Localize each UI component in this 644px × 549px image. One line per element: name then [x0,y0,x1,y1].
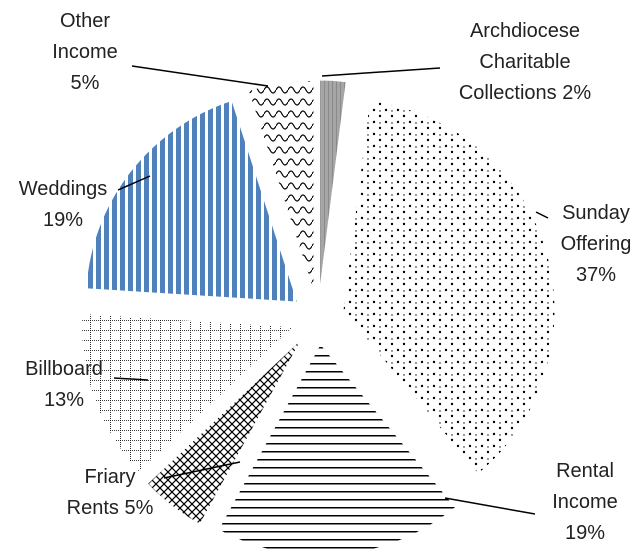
value-label: 5% [124,497,154,519]
value-label: 37% [575,264,617,286]
value-label: 13% [43,389,85,411]
leader-line [321,67,441,77]
value-label: 19% [564,522,606,544]
leader-line [444,497,536,515]
pie-slice [342,99,556,475]
slice-label: Weddings 19% [8,174,118,236]
leader-line [131,65,269,87]
category-name: Sunday Offering [560,202,632,255]
category-name: Rental Income [552,460,618,513]
pie-slice [85,99,299,303]
slice-label: Other Income 5% [40,6,130,99]
value-label: 2% [562,82,592,104]
category-name: Archdiocese Charitable Collections [458,20,581,104]
pie-slice [217,342,457,549]
slice-label: Rental Income 19% [540,456,630,549]
leader-line [117,175,151,191]
leader-line [535,211,549,219]
value-label: 19% [42,209,84,231]
category-name: Friary Rents [66,466,136,519]
category-name: Billboard [25,358,103,380]
leader-line [163,461,241,479]
slice-label: Archdiocese Charitable Collections 2% [450,16,600,109]
value-label: 5% [70,72,100,94]
pie-slice [146,338,303,526]
leader-line [113,377,149,381]
pie-slice [247,79,315,293]
slice-label: Sunday Offering 37% [548,198,644,291]
slice-label: Billboard 13% [12,354,116,416]
slice-label: Friary Rents 5% [58,462,162,524]
category-name: Other Income [52,10,118,63]
pie-slice [319,79,347,293]
pie-slice [81,312,295,473]
category-name: Weddings [18,178,108,200]
